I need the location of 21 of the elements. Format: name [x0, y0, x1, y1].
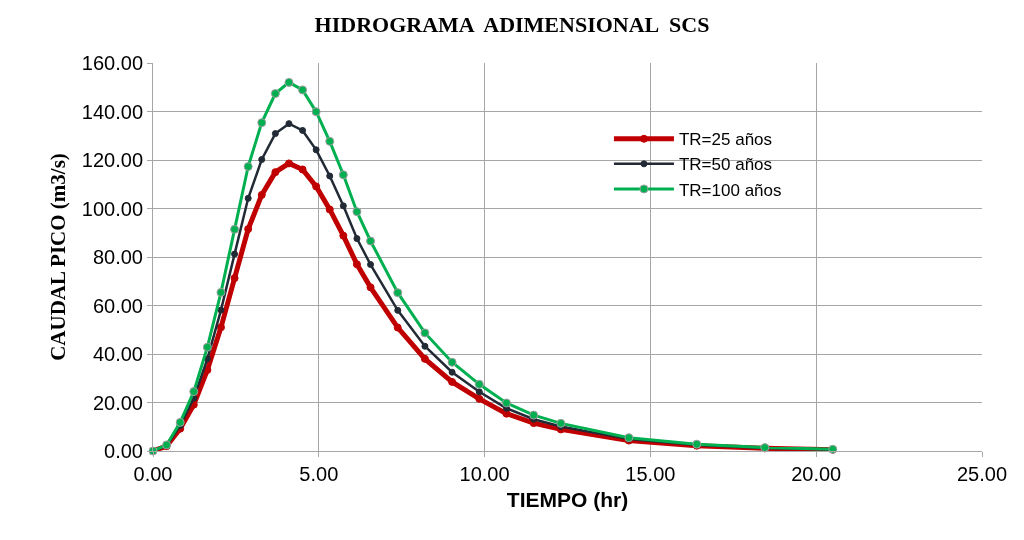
y-tick-label: 0.00	[104, 440, 143, 462]
x-tick-label: 0.00	[133, 463, 173, 485]
y-tick-label: 60.00	[92, 294, 143, 317]
y-tick-label: 80.00	[92, 246, 143, 268]
y-tick-label: 120.00	[81, 149, 143, 171]
x-tick-label: 10.00	[459, 463, 510, 485]
legend-label: TR=100 años	[678, 180, 782, 200]
y-tick-label: 20.00	[92, 391, 143, 414]
y-axis-title: CAUDAL PICO (m3/s)	[45, 153, 70, 361]
y-tick-label: 40.00	[92, 343, 143, 365]
x-axis-title: TIEMPO (hr)	[506, 488, 629, 512]
y-tick-label: 140.00	[81, 100, 143, 123]
x-tick-label: 20.00	[791, 463, 842, 485]
y-tick-label: 100.00	[81, 197, 143, 220]
x-tick-label: 15.00	[625, 463, 676, 485]
x-tick-label: 5.00	[299, 463, 339, 485]
chart-title: HIDROGRAMA ADIMENSIONAL SCS	[314, 11, 710, 37]
legend-label: TR=25 años	[678, 130, 773, 150]
y-tick-label: 160.00	[81, 52, 143, 74]
x-tick-label: 25.00	[956, 463, 1008, 485]
legend-label: TR=50 años	[678, 155, 773, 175]
